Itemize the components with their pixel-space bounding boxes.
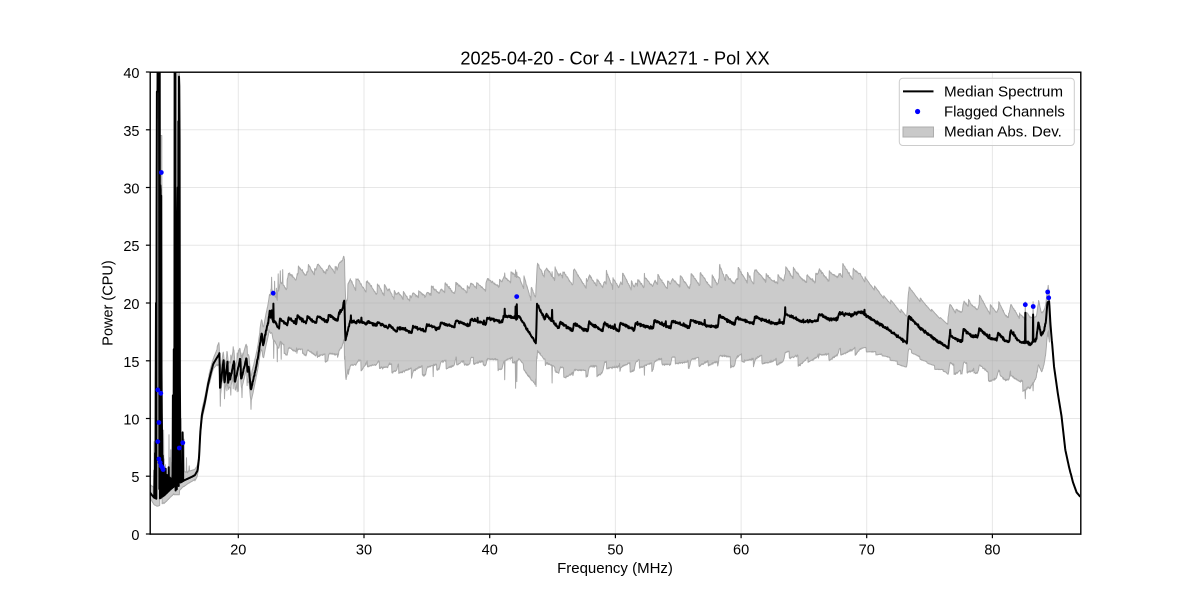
svg-text:30: 30 <box>123 182 139 198</box>
svg-text:20: 20 <box>230 543 246 559</box>
svg-text:0: 0 <box>131 528 139 544</box>
svg-text:Frequency (MHz): Frequency (MHz) <box>557 560 673 577</box>
svg-text:35: 35 <box>123 124 139 140</box>
svg-text:10: 10 <box>123 413 139 429</box>
svg-text:40: 40 <box>482 543 498 559</box>
svg-text:2025-04-20 - Cor 4 - LWA271 -: 2025-04-20 - Cor 4 - LWA271 - Pol XX <box>460 49 769 69</box>
svg-text:15: 15 <box>123 355 139 371</box>
svg-text:50: 50 <box>607 543 623 559</box>
svg-text:60: 60 <box>733 543 749 559</box>
svg-text:70: 70 <box>859 543 875 559</box>
svg-text:20: 20 <box>123 297 139 313</box>
svg-text:Flagged Channels: Flagged Channels <box>944 105 1065 121</box>
svg-text:Median Spectrum: Median Spectrum <box>944 84 1063 101</box>
svg-text:30: 30 <box>356 543 372 559</box>
svg-text:Median Abs. Dev.: Median Abs. Dev. <box>944 124 1062 141</box>
svg-text:Power (CPU): Power (CPU) <box>101 260 117 345</box>
svg-text:80: 80 <box>984 543 1000 559</box>
svg-text:5: 5 <box>131 470 139 486</box>
svg-text:40: 40 <box>123 66 139 82</box>
svg-text:25: 25 <box>123 239 139 255</box>
